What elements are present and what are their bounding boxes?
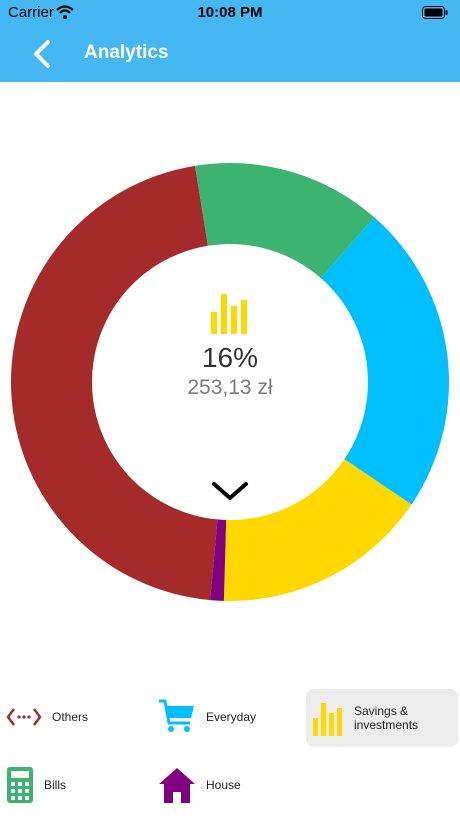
legend-item-bills[interactable]: Bills [6, 756, 146, 814]
chevron-down-icon [212, 482, 248, 500]
donut-slice-house[interactable] [210, 519, 227, 601]
selected-amount: 253,13 zł [187, 376, 273, 399]
donut-chart-area: 16% 253,13 zł [0, 150, 460, 620]
legend-label-others: Others [52, 710, 89, 724]
legend-label-savings: Savings & investments [354, 704, 419, 732]
dots-arrows-icon [6, 708, 42, 726]
back-button[interactable] [28, 38, 58, 70]
bar-chart-icon [211, 294, 247, 334]
page-title: Analytics [84, 42, 169, 63]
donut-slice-others[interactable] [11, 165, 218, 601]
donut-slice-bills[interactable] [194, 163, 375, 279]
legend-item-savings[interactable]: Savings & investments [306, 689, 458, 747]
donut-slice-everyday[interactable] [320, 217, 449, 505]
battery-icon [422, 6, 448, 19]
legend-item-house[interactable]: House [158, 756, 298, 814]
shopping-cart-icon [159, 699, 194, 732]
legend-label-bills: Bills [44, 778, 67, 792]
wifi-icon [56, 5, 74, 19]
donut-slice-savings-investments[interactable] [223, 459, 412, 601]
house-icon [159, 768, 195, 803]
status-time: 10:08 PM [197, 4, 263, 21]
category-legend: Others Everyday Savings & investments [0, 686, 460, 816]
calculator-icon [7, 767, 33, 803]
nav-bar: Analytics [0, 28, 460, 82]
selected-percentage: 16% [201, 342, 259, 373]
legend-label-house: House [206, 778, 241, 792]
legend-item-everyday[interactable]: Everyday [158, 688, 298, 746]
legend-item-others[interactable]: Others [6, 688, 146, 746]
donut-chart[interactable] [0, 150, 460, 620]
status-bar: Carrier 10:08 PM [0, 0, 460, 28]
bar-chart-icon [313, 703, 342, 736]
carrier-label: Carrier [8, 4, 54, 21]
legend-label-everyday: Everyday [206, 710, 257, 724]
expand-button[interactable] [208, 476, 252, 506]
chevron-left-icon [34, 40, 50, 68]
